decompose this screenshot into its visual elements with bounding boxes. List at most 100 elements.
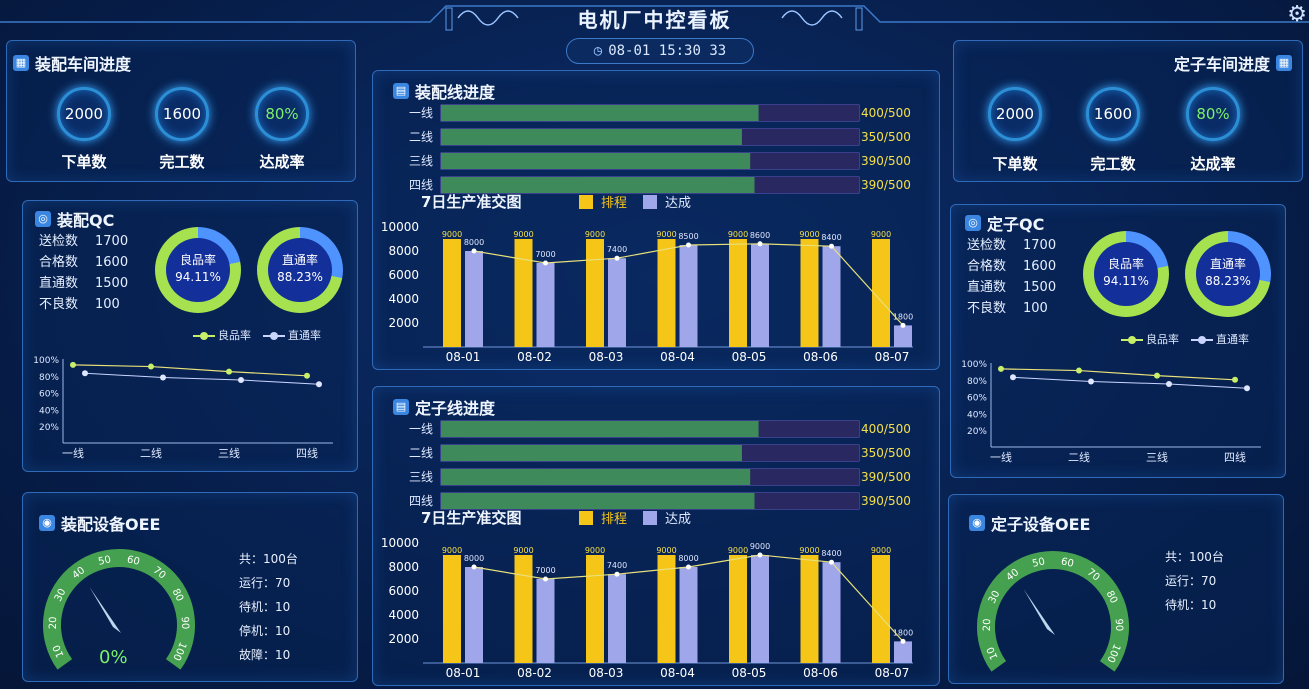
line-progress-remainder <box>758 105 859 121</box>
pass-point <box>1010 374 1016 381</box>
pass-point <box>238 377 244 383</box>
y-tick-label: 10000 <box>381 536 419 550</box>
line-label: 四线 <box>409 178 433 192</box>
gauge-needle <box>89 587 121 633</box>
search-icon: ◎ <box>35 211 51 227</box>
x-tick-label: 08-05 <box>732 350 767 364</box>
achieved-point <box>543 576 548 582</box>
yield-point <box>1154 372 1160 379</box>
left-qc-title: ◎ 装配QC <box>35 207 114 231</box>
bar-label-schedule: 9000 <box>585 230 605 239</box>
yield-point <box>304 372 310 379</box>
legend-yield: 良品率 <box>193 327 251 343</box>
line-progress-fill <box>441 105 759 121</box>
bar-schedule <box>729 555 747 663</box>
legend-swatch-schedule <box>579 511 593 525</box>
legend-yield: 良品率 <box>1121 331 1179 347</box>
legend-label-achieved: 达成 <box>665 196 691 211</box>
achieved-point <box>471 564 477 570</box>
bar-label-schedule: 9000 <box>585 546 605 555</box>
line-label: 三线 <box>409 470 433 484</box>
right-oee-title: ◉ 定子设备OEE <box>969 511 1090 535</box>
line-progress-value: 350/500 <box>861 446 911 460</box>
bar-achieved <box>822 246 841 347</box>
bar-label-schedule: 9000 <box>656 546 676 555</box>
bar-label-schedule: 9000 <box>728 546 748 555</box>
document-icon: ▤ <box>393 83 409 99</box>
achieved-point <box>829 559 834 565</box>
x-tick-label: 08-02 <box>517 350 552 364</box>
left-workshop-title: ▦ 装配车间进度 <box>13 51 131 75</box>
calendar-icon: ▦ <box>1276 55 1292 71</box>
yield-trend-line <box>72 364 308 377</box>
x-tick-label: 三线 <box>218 446 240 460</box>
oee-stats: 共：100台 运行：70 待机：10 <box>1165 545 1224 617</box>
bar-label-achieved: 7400 <box>607 245 627 254</box>
bar-achieved <box>465 251 483 347</box>
legend-pass: 直通率 <box>1191 331 1249 347</box>
line-progress-fill <box>441 129 742 145</box>
x-tick-label: 08-04 <box>660 350 695 364</box>
gauge-tick-label: 90 <box>179 616 190 629</box>
yield-point <box>148 363 154 370</box>
line-label: 一线 <box>409 106 433 120</box>
line-label: 二线 <box>409 446 433 460</box>
y-tick-label: 10000 <box>381 220 419 234</box>
camera-icon: ◉ <box>969 515 985 531</box>
achieve-rate-ring: 80% <box>255 87 309 141</box>
bar-label-schedule: 9000 <box>799 230 819 239</box>
assembly-line-title: ▤ 装配线进度 <box>393 79 495 103</box>
search-icon: ◎ <box>965 215 981 231</box>
line-progress-remainder <box>750 153 859 169</box>
bar-label-achieved: 8400 <box>821 233 841 242</box>
bar-schedule <box>514 555 533 663</box>
header-frame <box>0 5 1309 31</box>
pass-point <box>316 381 322 388</box>
legend-label-achieved: 达成 <box>665 512 691 527</box>
bar-achieved <box>894 641 912 663</box>
line-label: 四线 <box>409 494 433 508</box>
qc-row: 直通数 1500 <box>967 280 1057 295</box>
x-tick-label: 08-04 <box>660 666 695 680</box>
achieved-point <box>543 260 548 266</box>
legend-label-schedule: 排程 <box>601 196 627 211</box>
yield-point <box>1232 376 1238 383</box>
gear-icon[interactable]: ⚙ <box>1287 2 1307 27</box>
bar-label-achieved: 9000 <box>750 542 770 551</box>
y-tick-label: 60% <box>39 390 59 400</box>
bar-label-achieved: 1800 <box>893 628 913 637</box>
bar-achieved <box>536 579 555 663</box>
calendar-icon: ▦ <box>13 55 29 71</box>
left-qc-panel: ◎ 装配QC 送检数 1700 合格数 1600 直通数 1500 不良数 100 良品率… <box>22 200 358 472</box>
qc-row: 送检数 1700 <box>39 234 129 249</box>
order-count-label: 下单数 <box>61 153 107 171</box>
gauge-tick-label: 80 <box>1104 589 1120 605</box>
bar-achieved <box>536 263 555 347</box>
yield-donut: 良品率 94.11% <box>155 227 241 313</box>
x-tick-label: 四线 <box>1224 450 1246 464</box>
qc-row: 不良数 100 <box>967 301 1048 316</box>
line-label: 三线 <box>409 154 433 168</box>
bar-label-achieved: 8000 <box>678 554 698 563</box>
x-tick-label: 08-03 <box>589 666 624 680</box>
bar-achieved <box>608 574 626 663</box>
line-progress-fill <box>441 445 742 461</box>
qc-row: 直通数 1500 <box>39 276 129 291</box>
right-workshop-title: 定子车间进度 ▦ <box>1174 51 1292 75</box>
x-tick-label: 一线 <box>990 450 1012 464</box>
achieved-point <box>900 322 906 328</box>
gauge-tick-label: 30 <box>987 589 1003 605</box>
x-tick-label: 08-01 <box>446 666 481 680</box>
gauge-arc <box>977 551 1129 672</box>
oee-running: 运行：70 <box>1165 574 1217 588</box>
y-tick-label: 40% <box>39 406 59 416</box>
y-tick-label: 20% <box>39 423 59 433</box>
line-progress-value: 390/500 <box>861 178 911 192</box>
achieve-rate-ring: 80% <box>1186 87 1240 141</box>
right-qc-stats: 送检数 1700 合格数 1600 直通数 1500 不良数 100 <box>967 235 1056 319</box>
x-tick-label: 二线 <box>1068 450 1090 464</box>
bar-achieved <box>751 243 769 347</box>
x-tick-label: 四线 <box>296 446 318 460</box>
x-tick-label: 08-02 <box>517 666 552 680</box>
